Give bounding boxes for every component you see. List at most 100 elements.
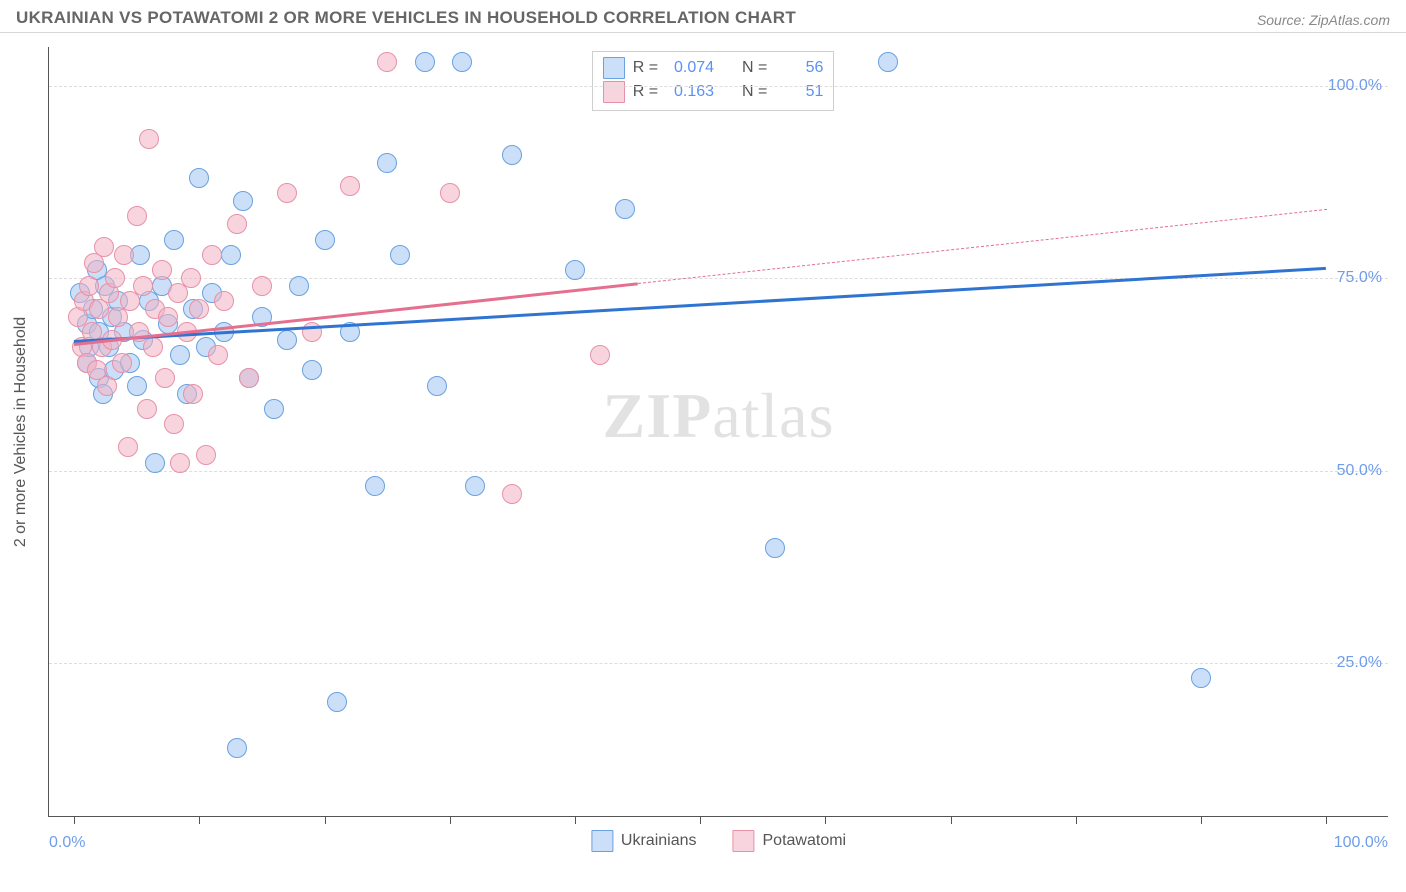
legend-stats-box: R = 0.074 N = 56R = 0.163 N = 51 (592, 51, 835, 111)
legend-series-label: Ukrainians (621, 832, 697, 850)
data-point (183, 384, 203, 404)
data-point (214, 291, 234, 311)
data-point (765, 538, 785, 558)
legend-series: Ukrainians Potawatomi (591, 830, 846, 852)
legend-n-value: 56 (775, 56, 823, 80)
data-point (137, 399, 157, 419)
y-tick-label: 75.0% (1337, 269, 1382, 287)
data-point (94, 237, 114, 257)
x-tick (951, 816, 952, 824)
data-point (615, 199, 635, 219)
data-point (233, 191, 253, 211)
data-point (390, 245, 410, 265)
data-point (79, 276, 99, 296)
data-point (170, 345, 190, 365)
data-point (145, 453, 165, 473)
data-point (221, 245, 241, 265)
chart-title: UKRAINIAN VS POTAWATOMI 2 OR MORE VEHICL… (16, 8, 796, 28)
data-point (590, 345, 610, 365)
data-point (133, 276, 153, 296)
x-tick (700, 816, 701, 824)
data-point (277, 330, 297, 350)
gridline-h (49, 663, 1388, 664)
legend-series-label: Potawatomi (763, 832, 847, 850)
data-point (277, 183, 297, 203)
x-tick (450, 816, 451, 824)
legend-series-item: Ukrainians (591, 830, 697, 852)
legend-r-value: 0.074 (666, 56, 714, 80)
legend-r-label: R = (633, 80, 658, 104)
legend-swatch (603, 57, 625, 79)
gridline-h (49, 278, 1388, 279)
data-point (252, 276, 272, 296)
x-axis-label-min: 0.0% (49, 834, 85, 852)
data-point (143, 337, 163, 357)
data-point (377, 52, 397, 72)
data-point (112, 353, 132, 373)
legend-n-label: N = (742, 56, 767, 80)
x-tick (325, 816, 326, 824)
x-tick (74, 816, 75, 824)
data-point (289, 276, 309, 296)
chart-source: Source: ZipAtlas.com (1257, 12, 1390, 28)
data-point (127, 206, 147, 226)
legend-n-label: N = (742, 80, 767, 104)
x-tick (825, 816, 826, 824)
data-point (1191, 668, 1211, 688)
data-point (114, 245, 134, 265)
data-point (189, 168, 209, 188)
data-point (164, 230, 184, 250)
legend-swatch (603, 81, 625, 103)
data-point (264, 399, 284, 419)
data-point (878, 52, 898, 72)
data-point (118, 437, 138, 457)
data-point (164, 414, 184, 434)
data-point (170, 453, 190, 473)
data-point (440, 183, 460, 203)
data-point (427, 376, 447, 396)
watermark: ZIPatlas (603, 379, 835, 453)
data-point (302, 360, 322, 380)
data-point (315, 230, 335, 250)
legend-series-item: Potawatomi (733, 830, 847, 852)
data-point (227, 738, 247, 758)
data-point (565, 260, 585, 280)
data-point (327, 692, 347, 712)
x-axis-label-max: 100.0% (1334, 834, 1388, 852)
data-point (196, 445, 216, 465)
data-point (415, 52, 435, 72)
legend-stats-row: R =0.074N =56 (603, 56, 824, 80)
y-tick-label: 50.0% (1337, 462, 1382, 480)
data-point (158, 307, 178, 327)
y-tick-label: 100.0% (1328, 77, 1382, 95)
data-point (105, 268, 125, 288)
data-point (502, 484, 522, 504)
x-tick (1076, 816, 1077, 824)
gridline-h (49, 471, 1388, 472)
data-point (152, 260, 172, 280)
gridline-h (49, 86, 1388, 87)
data-point (239, 368, 259, 388)
data-point (155, 368, 175, 388)
data-point (189, 299, 209, 319)
data-point (465, 476, 485, 496)
data-point (97, 376, 117, 396)
legend-r-value: 0.163 (666, 80, 714, 104)
data-point (340, 176, 360, 196)
chart-area: 2 or more Vehicles in Household ZIPatlas… (0, 33, 1406, 885)
x-tick (1201, 816, 1202, 824)
legend-stats-row: R = 0.163 N = 51 (603, 80, 824, 104)
x-tick (1326, 816, 1327, 824)
y-axis-title: 2 or more Vehicles in Household (12, 316, 30, 546)
legend-swatch (733, 830, 755, 852)
plot-region: 2 or more Vehicles in Household ZIPatlas… (48, 47, 1388, 817)
x-tick (575, 816, 576, 824)
data-point (452, 52, 472, 72)
data-point (365, 476, 385, 496)
chart-header: UKRAINIAN VS POTAWATOMI 2 OR MORE VEHICL… (0, 0, 1406, 33)
legend-n-value: 51 (775, 80, 823, 104)
data-point (502, 145, 522, 165)
data-point (202, 245, 222, 265)
data-point (377, 153, 397, 173)
y-tick-label: 25.0% (1337, 654, 1382, 672)
